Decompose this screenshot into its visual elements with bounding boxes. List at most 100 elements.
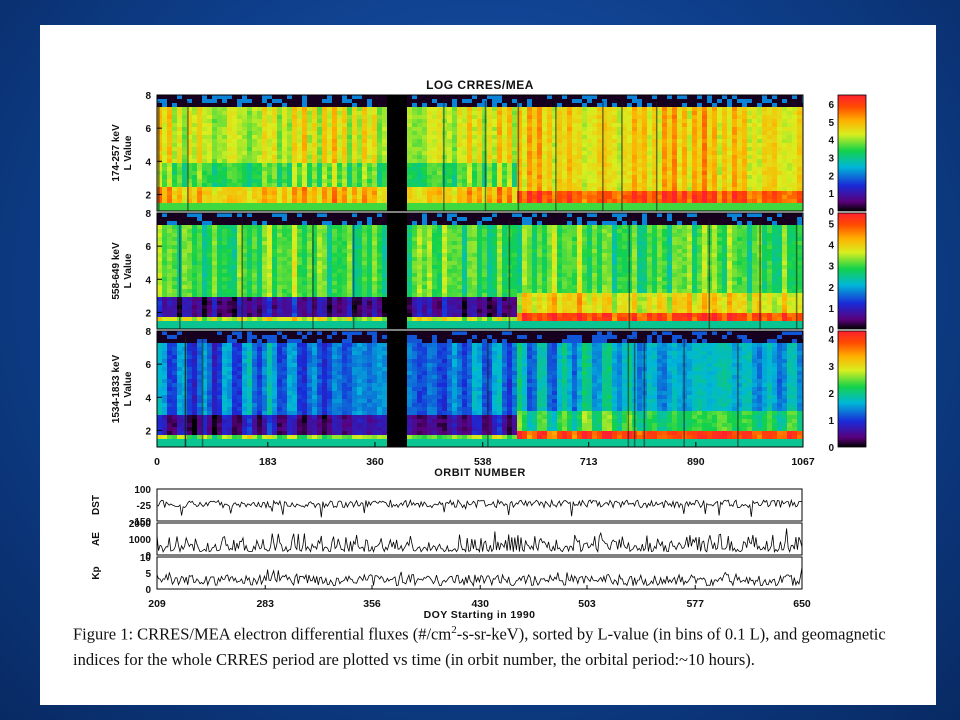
heatmap-cell [397,111,402,115]
heatmap-cell [332,167,337,171]
heatmap-cell [762,123,767,127]
heatmap-cell [187,213,192,217]
heatmap-cell [682,103,687,107]
heatmap-cell [722,187,727,191]
heatmap-cell [592,171,597,175]
heatmap-cell [387,199,392,203]
heatmap-cell [192,321,197,325]
heatmap-cell [702,143,707,147]
heatmap-cell [297,159,302,163]
heatmap-cell [177,139,182,143]
heatmap-cell [257,325,262,329]
heatmap-cell [762,207,767,211]
heatmap-cell [257,309,262,313]
heatmap-cell [467,163,472,167]
heatmap-cell [597,95,602,99]
heatmap-cell [422,155,427,159]
heatmap-cell [227,207,232,211]
heatmap-cell [477,155,482,159]
heatmap-cell [622,95,627,99]
heatmap-cell [182,191,187,195]
heatmap-cell [347,159,352,163]
heatmap-cell [567,203,572,207]
heatmap-cell [762,159,767,163]
heatmap-cell [272,163,277,167]
heatmap-cell [782,99,787,103]
heatmap-cell [582,111,587,115]
heatmap-cell [257,131,262,135]
heatmap-cell [462,155,467,159]
heatmap-cell [217,213,222,217]
heatmap-cell [222,321,227,325]
heatmap-cell [597,195,602,199]
heatmap-cell [252,297,257,301]
heatmap-cell [277,95,282,99]
heatmap-cell [237,195,242,199]
heatmap-cell [312,229,317,233]
heatmap-cell [242,225,247,229]
heatmap-cell [547,107,552,111]
heatmap-cell [272,281,277,285]
heatmap-cell [352,171,357,175]
heatmap-cell [622,183,627,187]
heatmap-cell [327,233,332,237]
heatmap-cell [767,123,772,127]
heatmap-cell [747,187,752,191]
heatmap-cell [317,237,322,241]
heatmap-cell [722,175,727,179]
heatmap-cell [317,321,322,325]
heatmap-cell [507,175,512,179]
heatmap-cell [737,191,742,195]
heatmap-cell [467,95,472,99]
heatmap-cell [647,191,652,195]
heatmap-cell [647,199,652,203]
heatmap-cell [717,175,722,179]
heatmap-cell [707,195,712,199]
heatmap-cell [612,107,617,111]
heatmap-cell [602,103,607,107]
heatmap-cell [242,297,247,301]
heatmap-cell [797,147,802,151]
heatmap-cell [597,107,602,111]
heatmap-cell [292,151,297,155]
heatmap-cell [262,99,267,103]
heatmap-cell [342,171,347,175]
heatmap-cell [797,159,802,163]
heatmap-cell [502,207,507,211]
heatmap-cell [437,119,442,123]
heatmap-cell [192,213,197,217]
heatmap-cell [307,261,312,265]
heatmap-cell [692,187,697,191]
heatmap-cell [782,199,787,203]
heatmap-cell [772,103,777,107]
heatmap-cell [637,171,642,175]
heatmap-cell [557,131,562,135]
heatmap-cell [192,99,197,103]
heatmap-cell [447,175,452,179]
heatmap-cell [322,313,327,317]
heatmap-cell [182,305,187,309]
heatmap-cell [207,289,212,293]
heatmap-cell [482,207,487,211]
heatmap-cell [737,151,742,155]
heatmap-cell [507,171,512,175]
heatmap-cell [362,111,367,115]
heatmap-cell [767,199,772,203]
heatmap-cell [212,221,217,225]
heatmap-cell [752,167,757,171]
heatmap-cell [217,195,222,199]
heatmap-cell [412,199,417,203]
heatmap-cell [337,281,342,285]
heatmap-cell [347,249,352,253]
heatmap-cell [772,131,777,135]
heatmap-cell [312,99,317,103]
heatmap-cell [237,293,242,297]
heatmap-cell [302,159,307,163]
heatmap-cell [312,257,317,261]
heatmap-cell [302,119,307,123]
heatmap-cell [317,195,322,199]
heatmap-cell [647,183,652,187]
heatmap-cell [607,139,612,143]
heatmap-cell [647,115,652,119]
heatmap-cell [462,203,467,207]
